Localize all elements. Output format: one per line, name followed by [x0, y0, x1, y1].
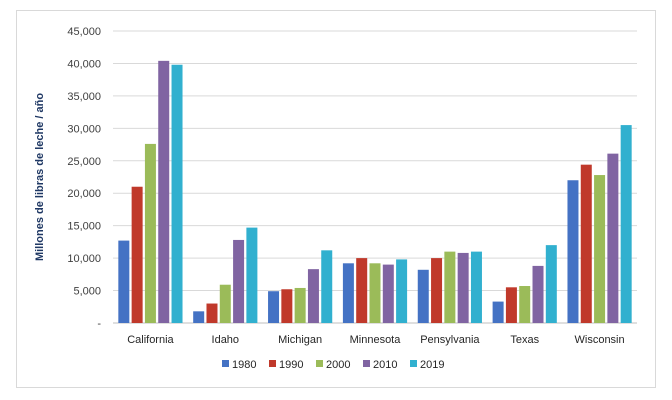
chart-frame: - 5,000 10,000 15,000 20,000 25,000 30,000 35,0… — [16, 10, 656, 388]
legend-label-2019: 2019 — [420, 359, 444, 371]
bar-michigan-2000 — [294, 287, 306, 323]
y-tick-label: 15,000 — [67, 221, 101, 233]
bar-wisconsin-2019 — [620, 125, 632, 323]
x-category-label: California — [127, 334, 174, 346]
bar-california-2010 — [158, 60, 170, 324]
bar-michigan-1980 — [268, 291, 280, 323]
bar-texas-1990 — [505, 287, 517, 323]
y-tick-label: 45,000 — [67, 26, 101, 38]
bar-idaho-1990 — [206, 303, 218, 323]
bar-idaho-2000 — [219, 284, 231, 323]
legend-swatch-2019 — [410, 360, 417, 367]
y-tick-label: 10,000 — [67, 253, 101, 265]
bar-texas-2019 — [545, 245, 557, 323]
legend-swatch-2010 — [363, 360, 370, 367]
bar-minnesota-2010 — [382, 264, 394, 323]
bar-california-2019 — [171, 64, 183, 323]
bar-minnesota-2019 — [396, 259, 408, 323]
bar-wisconsin-2010 — [607, 153, 619, 323]
y-tick-label: 30,000 — [67, 123, 101, 135]
gridlines — [113, 30, 637, 324]
bar-texas-2010 — [532, 265, 544, 323]
bar-idaho-2010 — [233, 239, 245, 323]
bar-texas-2000 — [519, 286, 531, 323]
y-tick-label: - — [97, 318, 101, 330]
bar-chart: - 5,000 10,000 15,000 20,000 25,000 30,000 35,0… — [34, 26, 637, 371]
bar-minnesota-1990 — [356, 258, 368, 323]
bars — [118, 60, 632, 324]
bar-california-2000 — [144, 143, 156, 323]
bar-idaho-2019 — [246, 227, 258, 323]
bar-california-1980 — [118, 240, 130, 323]
legend-label-1990: 1990 — [279, 359, 303, 371]
bar-pensylvania-2019 — [470, 251, 482, 323]
y-tick-label: 35,000 — [67, 91, 101, 103]
bar-minnesota-1980 — [342, 263, 354, 323]
bar-pensylvania-1980 — [417, 269, 429, 323]
legend-swatch-1980 — [222, 360, 229, 367]
legend-label-2000: 2000 — [326, 359, 350, 371]
bar-wisconsin-1980 — [567, 180, 579, 323]
legend-swatch-2000 — [316, 360, 323, 367]
x-category-label: Idaho — [212, 334, 240, 346]
y-tick-label: 40,000 — [67, 58, 101, 70]
bar-wisconsin-1990 — [580, 164, 592, 323]
bar-pensylvania-2010 — [457, 252, 469, 323]
x-axis-categories: California Idaho Michigan Minnesota Pensylva… — [127, 334, 624, 346]
legend-label-1980: 1980 — [232, 359, 256, 371]
legend-swatch-1990 — [269, 360, 276, 367]
bar-wisconsin-2000 — [594, 175, 606, 323]
bar-pensylvania-2000 — [444, 251, 456, 323]
x-category-label: Michigan — [278, 334, 322, 346]
legend: 1980 1990 2000 2010 2019 — [222, 359, 444, 371]
bar-texas-1980 — [492, 301, 504, 323]
bar-california-1990 — [131, 186, 143, 323]
bar-michigan-2010 — [307, 269, 319, 323]
x-category-label: Texas — [510, 334, 539, 346]
bar-michigan-2019 — [321, 250, 333, 323]
bar-idaho-1980 — [193, 311, 205, 323]
legend-label-2010: 2010 — [373, 359, 397, 371]
x-category-label: Wisconsin — [575, 334, 625, 346]
y-tick-label: 25,000 — [67, 156, 101, 168]
y-axis-ticks: - 5,000 10,000 15,000 20,000 25,000 30,000 35,0… — [67, 26, 101, 330]
bar-minnesota-2000 — [369, 263, 381, 323]
y-tick-label: 5,000 — [73, 286, 101, 298]
bar-pensylvania-1990 — [431, 258, 443, 323]
y-tick-label: 20,000 — [67, 188, 101, 200]
bar-michigan-1990 — [281, 289, 293, 323]
x-category-label: Minnesota — [350, 334, 402, 346]
x-category-label: Pensylvania — [420, 334, 480, 346]
y-axis-title: Millones de libras de leche / año — [34, 93, 46, 261]
